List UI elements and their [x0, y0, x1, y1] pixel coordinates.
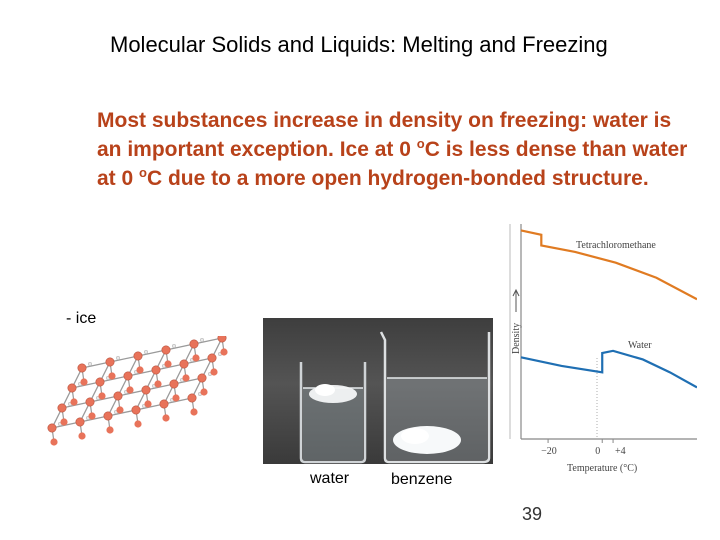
oxygen-atom	[141, 385, 151, 395]
hydrogen-bond	[183, 357, 213, 365]
oxygen-atom	[164, 360, 172, 368]
oxygen-atom	[67, 383, 77, 393]
oxygen-atom	[154, 380, 162, 388]
hydrogen-atom	[171, 343, 177, 349]
caption-benzene: benzene	[391, 471, 453, 488]
oxygen-atom	[197, 373, 207, 383]
hydrogen-bond	[107, 409, 137, 417]
oxygen-atom	[217, 336, 227, 343]
ice-lattice-illustration	[47, 336, 231, 446]
hydrogen-bond	[81, 361, 111, 369]
x-tick-label: 0	[595, 446, 600, 457]
oxygen-atom	[78, 432, 86, 440]
oxygen-atom	[131, 405, 141, 415]
oxygen-atom	[113, 391, 123, 401]
oxygen-atom	[182, 374, 190, 382]
oxygen-atom	[169, 379, 179, 389]
oxygen-atom	[126, 386, 134, 394]
oxygen-atom	[116, 406, 124, 414]
hydrogen-bond	[127, 369, 157, 377]
legend-water: Water	[628, 340, 652, 351]
hydrogen-bond	[137, 349, 167, 357]
hydrogen-atom	[143, 349, 149, 355]
hydrogen-bond	[71, 381, 101, 389]
hydrogen-bond	[163, 397, 193, 405]
oxygen-atom	[190, 408, 198, 416]
oxygen-atom	[108, 372, 116, 380]
hydrogen-bond	[135, 403, 165, 411]
oxygen-atom	[103, 411, 113, 421]
hydrogen-bond	[89, 395, 119, 403]
oxygen-atom	[220, 348, 228, 356]
oxygen-atom	[144, 400, 152, 408]
hydrogen-bond	[193, 337, 223, 345]
body-text-part-2: C is less dense than water at 0	[97, 138, 688, 190]
slide-body-text: Most substances increase in density on f…	[97, 106, 697, 193]
oxygen-atom	[123, 371, 133, 381]
hydrogen-bond	[109, 355, 139, 363]
oxygen-atom	[88, 412, 96, 420]
oxygen-atom	[106, 426, 114, 434]
degree-superscript: o	[139, 165, 147, 180]
oxygen-atom	[210, 368, 218, 376]
oxygen-atom	[200, 388, 208, 396]
oxygen-atom	[151, 365, 161, 375]
oxygen-atom	[136, 366, 144, 374]
beakers-photo	[263, 318, 493, 464]
benzene-beaker	[379, 331, 491, 464]
legend-tetrachloromethane: Tetrachloromethane	[576, 240, 656, 251]
hydrogen-bond	[79, 415, 109, 423]
hydrogen-bond	[117, 389, 147, 397]
oxygen-atom	[192, 354, 200, 362]
hydrogen-bond	[61, 401, 91, 409]
series-line-water	[520, 349, 697, 389]
y-axis-label: Density	[511, 323, 522, 354]
oxygen-atom	[57, 403, 67, 413]
caption-water: water	[310, 470, 350, 487]
body-text-part-1: Most substances increase in density on f…	[97, 109, 672, 161]
x-axis-label: Temperature (°C)	[567, 463, 637, 474]
oxygen-atom	[70, 398, 78, 406]
hydrogen-atom	[87, 361, 93, 367]
series-line-tetrachloromethane	[520, 229, 697, 301]
density-temperature-chart: Density Temperature (°C) Tetrachlorometh…	[509, 224, 697, 474]
hydrogen-bond	[99, 375, 129, 383]
oxygen-atom	[172, 394, 180, 402]
ice-label: - ice	[66, 310, 97, 327]
x-tick-label: +4	[615, 446, 626, 457]
oxygen-atom	[179, 359, 189, 369]
oxygen-atom	[207, 353, 217, 363]
oxygen-atom	[189, 339, 199, 349]
oxygen-atom	[77, 363, 87, 373]
oxygen-atom	[187, 393, 197, 403]
oxygen-atom	[98, 392, 106, 400]
slide-title: Molecular Solids and Liquids: Melting an…	[110, 32, 608, 57]
oxygen-atom	[47, 423, 57, 433]
body-text-part-3: C due to a more open hydrogen-bonded str…	[146, 167, 649, 190]
oxygen-atom	[134, 420, 142, 428]
oxygen-atom	[85, 397, 95, 407]
hydrogen-bond	[165, 343, 195, 351]
oxygen-atom	[105, 357, 115, 367]
hydrogen-bond	[155, 363, 185, 371]
oxygen-atom	[50, 438, 58, 446]
oxygen-atom	[159, 399, 169, 409]
hydrogen-bond	[51, 421, 81, 429]
oxygen-atom	[162, 414, 170, 422]
hydrogen-bond	[145, 383, 175, 391]
oxygen-atom	[133, 351, 143, 361]
oxygen-atom	[161, 345, 171, 355]
hydrogen-atom	[199, 337, 205, 343]
page-number: 39	[522, 504, 543, 524]
y-axis-arrowhead-icon	[512, 288, 520, 297]
x-tick-label: −20	[541, 446, 557, 457]
water-beaker	[299, 362, 367, 464]
degree-superscript: o	[416, 136, 425, 151]
oxygen-atom	[95, 377, 105, 387]
oxygen-atom	[60, 418, 68, 426]
hydrogen-atom	[115, 355, 121, 361]
oxygen-atom	[75, 417, 85, 427]
oxygen-atom	[80, 378, 88, 386]
hydrogen-bond	[173, 377, 203, 385]
